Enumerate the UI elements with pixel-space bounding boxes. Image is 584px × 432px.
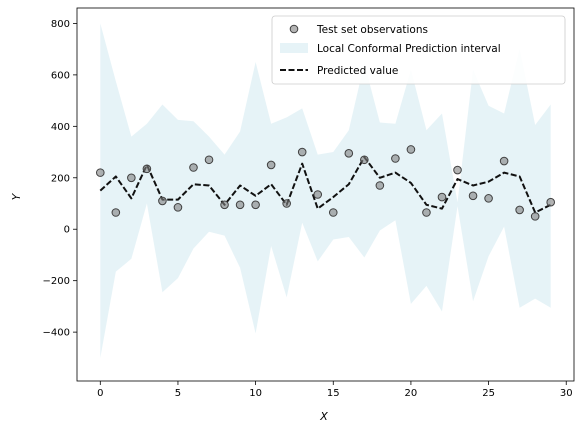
x-tick-label: 30 xyxy=(560,388,573,399)
legend-label-predicted: Predicted value xyxy=(317,65,398,77)
x-tick-label: 25 xyxy=(482,388,495,399)
y-axis-ticks: −400 −200 0 200 400 600 800 xyxy=(43,19,77,339)
observation-point xyxy=(266,160,276,170)
observation-point xyxy=(437,192,447,202)
observation-point xyxy=(453,165,462,175)
observation-point xyxy=(313,190,323,199)
predicted-value-line xyxy=(99,156,552,214)
observation-point xyxy=(297,147,307,157)
y-tick-label: 0 xyxy=(64,225,70,236)
observation-point xyxy=(282,199,291,208)
prediction-interval-band-layer xyxy=(100,23,551,358)
observation-point xyxy=(173,203,183,212)
x-tick-label: 0 xyxy=(97,388,103,399)
plot-frame xyxy=(76,7,575,382)
y-axis-label: Y xyxy=(10,192,23,200)
observation-point xyxy=(499,156,509,166)
y-tick-label: 800 xyxy=(51,19,70,30)
observation-point xyxy=(344,149,354,158)
y-tick-label: −400 xyxy=(43,328,70,339)
observation-point xyxy=(484,194,493,203)
predicted-line-layer xyxy=(99,156,552,214)
observation-point xyxy=(406,145,416,154)
x-tick-label: 10 xyxy=(249,388,262,399)
observation-point xyxy=(127,173,136,183)
observation-point xyxy=(328,208,338,217)
observation-point xyxy=(360,155,369,165)
observations-layer xyxy=(96,145,556,221)
observation-point xyxy=(515,205,524,215)
observation-point xyxy=(251,200,260,210)
observation-point xyxy=(422,208,431,217)
observation-point xyxy=(204,155,214,165)
y-tick-label: 200 xyxy=(51,173,70,184)
y-tick-label: 600 xyxy=(51,70,70,81)
observation-point xyxy=(375,181,385,190)
observation-point xyxy=(142,164,152,174)
x-axis-label: X xyxy=(319,410,328,423)
observation-point xyxy=(391,154,400,163)
legend-marker-interval xyxy=(280,43,308,53)
legend-box xyxy=(271,15,566,85)
y-tick-label: 400 xyxy=(51,122,70,133)
x-axis-ticks: 0 5 10 15 20 25 30 xyxy=(97,381,573,399)
observation-point xyxy=(235,200,245,210)
legend: Test set observations Local Conformal Pr… xyxy=(271,15,566,85)
x-tick-label: 5 xyxy=(175,388,181,399)
observation-point xyxy=(96,168,105,177)
observation-point xyxy=(111,208,121,217)
observation-point xyxy=(158,196,167,206)
observation-point xyxy=(468,191,478,201)
y-tick-label: −200 xyxy=(43,276,70,287)
observation-point xyxy=(189,163,198,172)
observation-point xyxy=(220,200,229,210)
prediction-interval-band xyxy=(100,23,551,358)
x-tick-label: 20 xyxy=(405,388,418,399)
observation-point xyxy=(546,197,556,207)
legend-label-interval: Local Conformal Prediction interval xyxy=(317,43,501,55)
legend-marker-observations xyxy=(289,24,299,34)
observation-point xyxy=(530,212,540,221)
x-tick-label: 15 xyxy=(327,388,340,399)
legend-label-observations: Test set observations xyxy=(316,24,428,36)
